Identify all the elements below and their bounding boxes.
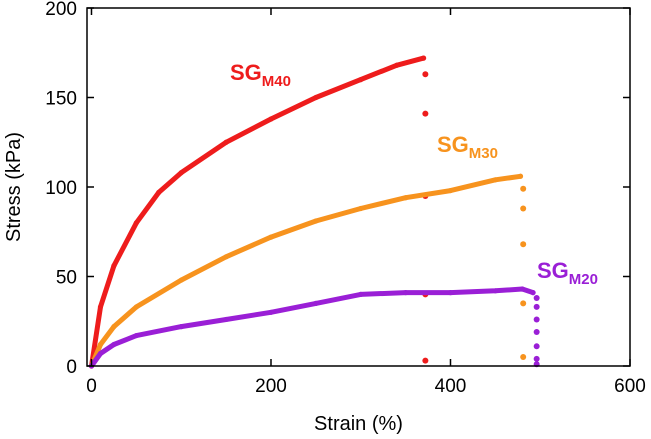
data-point <box>178 277 184 283</box>
series-label-sgm30: SGM30 <box>437 132 498 162</box>
series-layer <box>88 55 540 369</box>
data-point <box>268 309 274 315</box>
series-sgm30 <box>88 173 527 369</box>
series-label-sub: M30 <box>469 145 498 162</box>
data-point <box>358 205 364 212</box>
y-tick-label: 0 <box>66 357 77 378</box>
failure-point <box>520 241 527 248</box>
axis-ticks <box>87 7 631 367</box>
tick-labels: 0 200 400 600 0 50 100 150 200 <box>45 0 646 397</box>
series-label-main: SG <box>537 258 569 283</box>
x-tick-label: 400 <box>435 376 467 397</box>
data-point <box>133 220 139 226</box>
data-point <box>313 94 319 101</box>
data-point <box>447 187 454 194</box>
series-label-sub: M20 <box>569 271 598 288</box>
data-point <box>97 350 104 357</box>
data-point <box>313 218 319 224</box>
failure-point <box>533 303 540 310</box>
data-point <box>530 290 536 296</box>
data-point <box>268 116 274 122</box>
data-point <box>358 291 364 297</box>
x-tick-label: 600 <box>614 376 646 397</box>
failure-point <box>533 316 540 323</box>
data-point <box>223 316 229 323</box>
data-point <box>111 263 117 269</box>
failure-point <box>533 294 540 301</box>
x-tick-label: 0 <box>86 376 97 397</box>
data-point <box>178 324 184 330</box>
failure-point <box>422 110 429 117</box>
data-point <box>97 341 104 348</box>
data-point <box>420 55 427 61</box>
y-tick-label: 100 <box>45 178 77 199</box>
series-line <box>89 173 523 369</box>
y-tick-label: 150 <box>45 89 77 110</box>
failure-point <box>520 185 527 192</box>
failure-point <box>520 300 527 307</box>
failure-point <box>422 71 429 78</box>
data-point <box>447 290 454 296</box>
failure-point <box>422 357 429 364</box>
failure-point <box>520 205 527 212</box>
data-point <box>111 324 117 330</box>
y-axis-label: Stress (kPa) <box>3 132 25 242</box>
data-point <box>492 288 498 294</box>
series-line <box>89 55 427 369</box>
data-point <box>133 332 139 339</box>
failure-point <box>533 343 540 350</box>
data-point <box>492 177 498 183</box>
data-point <box>268 234 274 240</box>
failure-point <box>520 354 527 361</box>
series-sgm20 <box>88 286 540 369</box>
series-sgm40 <box>88 55 429 369</box>
series-label-main: SG <box>230 60 262 85</box>
data-point <box>403 195 409 201</box>
data-point <box>111 341 117 348</box>
series-label-main: SG <box>437 132 469 157</box>
data-point <box>519 286 525 292</box>
data-point <box>358 77 364 83</box>
y-tick-label: 50 <box>56 268 77 289</box>
data-point <box>394 62 400 68</box>
series-label-sgm40: SGM40 <box>230 60 291 90</box>
data-point <box>223 139 229 145</box>
data-point <box>403 290 409 296</box>
x-axis-label: Strain (%) <box>314 413 403 435</box>
failure-point <box>533 355 540 362</box>
x-tick-label: 200 <box>255 376 287 397</box>
data-point <box>133 304 139 310</box>
failure-point <box>533 328 540 335</box>
data-point <box>97 304 104 310</box>
data-point <box>156 189 162 195</box>
series-line <box>89 286 536 369</box>
data-point <box>313 300 319 306</box>
series-label-sub: M40 <box>262 73 291 90</box>
data-point <box>223 254 229 260</box>
series-label-sgm20: SGM20 <box>537 258 598 288</box>
data-point <box>178 170 184 176</box>
y-tick-label: 200 <box>45 0 77 20</box>
data-point <box>517 173 524 179</box>
